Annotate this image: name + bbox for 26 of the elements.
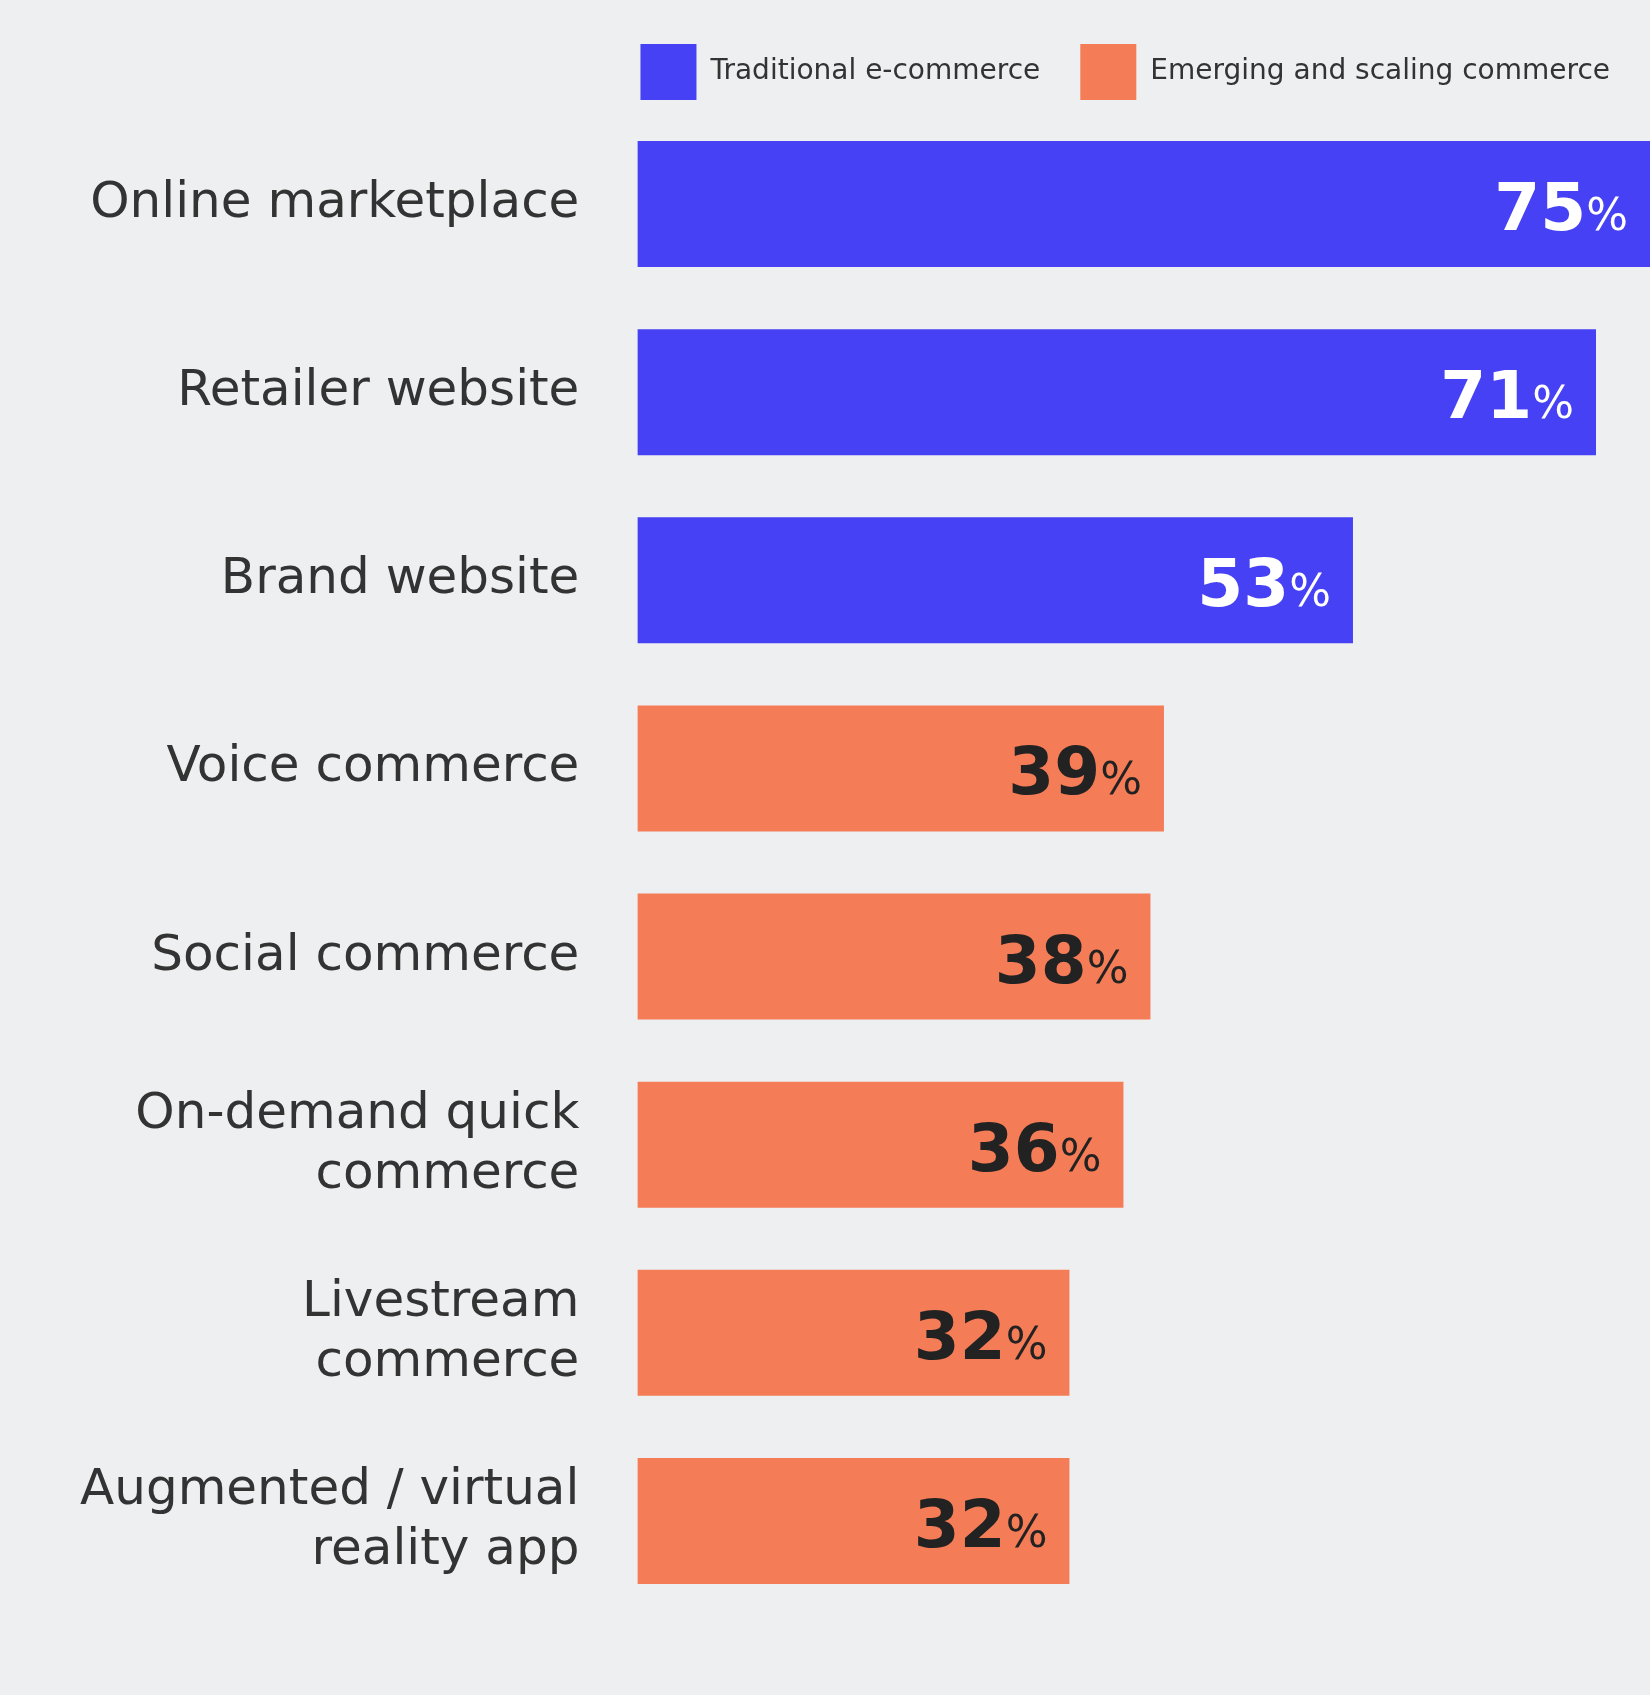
y-tick-label: Brand website — [220, 547, 580, 606]
data-label: 71% — [1440, 357, 1574, 435]
legend-label: Emerging and scaling commerce — [1150, 53, 1610, 87]
bar — [637, 1081, 1124, 1208]
data-label: 39% — [1008, 733, 1142, 811]
y-tick-label: Social commerce — [151, 923, 580, 982]
bar — [637, 1269, 1070, 1396]
y-tick-label: Augmented / virtual reality app — [80, 1457, 580, 1576]
y-tick-label: Voice commerce — [166, 735, 580, 794]
y-tick-label: Livestream commerce — [302, 1269, 580, 1388]
bar — [637, 705, 1164, 832]
data-label: 75% — [1494, 169, 1628, 247]
bar — [637, 517, 1353, 644]
y-tick-label: Retailer website — [177, 359, 580, 418]
data-label: 32% — [913, 1297, 1048, 1375]
data-label: 32% — [913, 1485, 1048, 1563]
bar — [637, 1457, 1070, 1584]
data-label: 38% — [994, 921, 1129, 999]
y-tick-label: Online marketplace — [90, 171, 580, 230]
data-label: 53% — [1197, 545, 1331, 623]
y-tick-label: On-demand quick commerce — [135, 1081, 580, 1200]
bar — [637, 141, 1650, 268]
data-label: 36% — [967, 1109, 1102, 1187]
legend-label: Traditional e-commerce — [709, 53, 1041, 87]
bar — [637, 329, 1596, 456]
bar — [637, 893, 1151, 1020]
